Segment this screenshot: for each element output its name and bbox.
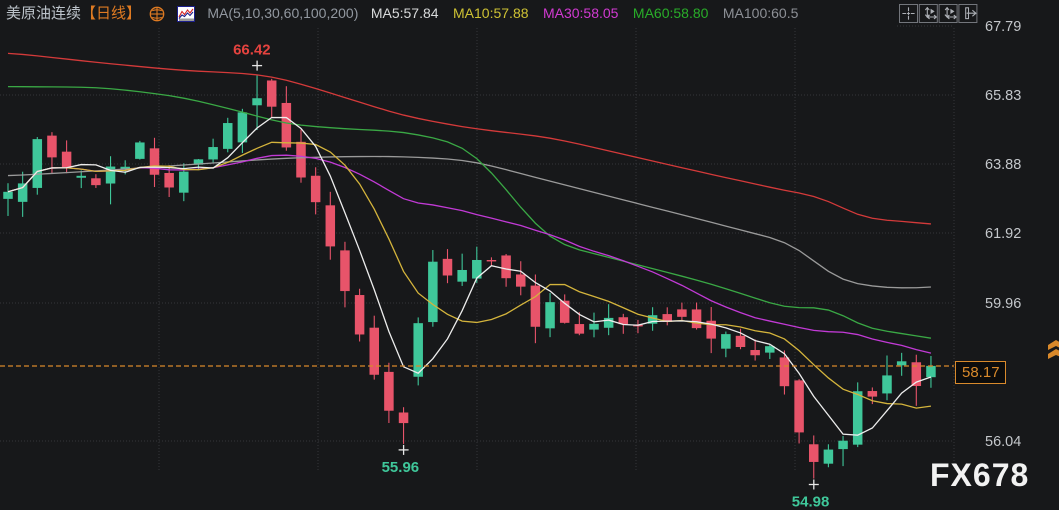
- svg-text:55.96: 55.96: [382, 459, 420, 476]
- svg-text:54.98: 54.98: [792, 494, 830, 510]
- svg-text:66.42: 66.42: [233, 42, 271, 59]
- svg-text:59.96: 59.96: [985, 296, 1021, 312]
- svg-text:61.92: 61.92: [985, 226, 1021, 242]
- svg-text:63.88: 63.88: [985, 157, 1021, 173]
- svg-text:56.04: 56.04: [985, 434, 1021, 450]
- svg-text:65.83: 65.83: [985, 88, 1021, 104]
